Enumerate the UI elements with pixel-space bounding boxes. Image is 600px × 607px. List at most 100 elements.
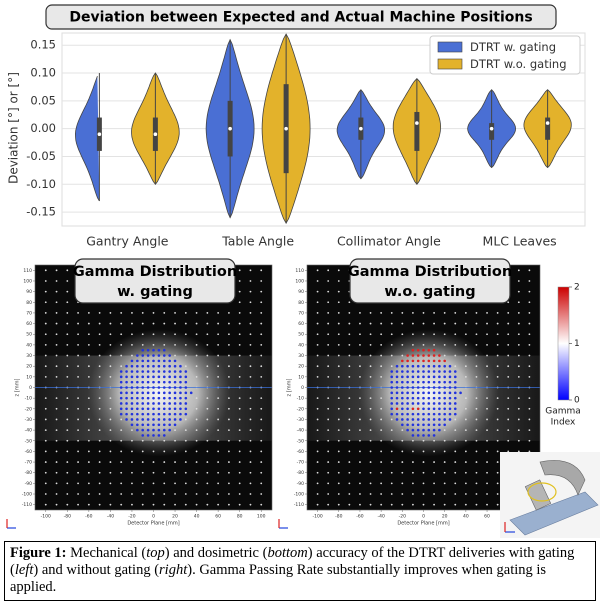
grid-dot: [249, 333, 252, 336]
grid-dot: [475, 461, 478, 463]
grid-dot: [422, 312, 425, 314]
grid-dot: [337, 482, 340, 485]
grid-dot: [98, 312, 101, 314]
grid-dot: [238, 269, 241, 272]
gamma-point: [119, 412, 123, 416]
grid-dot: [174, 493, 176, 495]
gamma-point: [411, 386, 415, 389]
grid-dot: [348, 312, 351, 314]
grid-dot: [327, 333, 330, 336]
gamma-point: [448, 370, 452, 373]
grid-dot: [475, 493, 478, 495]
grid-dot: [401, 312, 404, 314]
gamma-point: [162, 348, 166, 352]
grid-dot: [238, 301, 241, 304]
grid-dot: [327, 365, 330, 368]
grid-dot: [66, 280, 69, 282]
gamma-point: [157, 412, 161, 416]
y-tick-label: 0.15: [30, 38, 56, 52]
gamma-point: [459, 391, 462, 395]
grid-dot: [348, 354, 351, 357]
x-tick-label: 0: [422, 514, 425, 520]
grid-dot: [359, 322, 361, 325]
grid-dot: [206, 439, 209, 442]
grid-dot: [507, 365, 510, 368]
grid-dot: [517, 429, 520, 432]
gamma-point: [401, 364, 404, 368]
grid-dot: [454, 322, 457, 325]
grid-dot: [217, 503, 220, 506]
gamma-point: [119, 375, 123, 379]
grid-dot: [517, 418, 520, 421]
gamma-point: [390, 370, 394, 373]
gamma-point: [168, 428, 171, 432]
grid-dot: [496, 343, 499, 346]
gamma-point: [125, 380, 128, 384]
grid-dot: [55, 322, 58, 325]
grid-dot: [238, 397, 241, 400]
gamma-point: [390, 386, 394, 389]
gamma-point: [146, 386, 150, 389]
grid-dot: [464, 482, 467, 485]
grid-dot: [260, 407, 263, 410]
x-tick-label: -80: [64, 514, 71, 520]
grid-dot: [184, 493, 187, 495]
grid-dot: [260, 365, 263, 368]
grid-dot: [163, 343, 166, 346]
grid-dot: [174, 354, 176, 357]
gamma-point: [427, 375, 431, 379]
gamma-point: [427, 354, 431, 357]
gamma-point: [438, 375, 441, 379]
grid-dot: [454, 354, 457, 357]
grid-dot: [141, 439, 144, 442]
gamma-point: [395, 412, 399, 416]
grid-dot: [464, 365, 467, 368]
grid-dot: [486, 418, 488, 421]
grid-dot: [228, 450, 230, 453]
gamma-point: [130, 423, 134, 427]
grid-dot: [174, 343, 176, 346]
grid-dot: [369, 354, 372, 357]
grid-dot: [87, 397, 90, 400]
grid-dot: [249, 493, 252, 495]
gamma-point: [395, 418, 399, 421]
grid-dot: [228, 429, 230, 432]
x-tick-label: 60: [215, 514, 221, 520]
gamma-point: [401, 380, 404, 384]
gamma-point: [427, 423, 431, 427]
gamma-point: [453, 396, 457, 400]
violin: [74, 76, 100, 202]
quartile-box: [414, 111, 420, 151]
gamma-point: [422, 354, 425, 357]
grid-dot: [348, 429, 351, 432]
grid-dot: [120, 450, 123, 453]
gamma-point: [443, 375, 446, 379]
gamma-point: [157, 364, 161, 368]
x-tick-label: -40: [107, 514, 114, 520]
grid-dot: [327, 429, 330, 432]
y-tick-label: -70: [25, 460, 32, 466]
grid-dot: [249, 397, 252, 400]
grid-dot: [260, 450, 263, 453]
grid-dot: [517, 439, 520, 442]
head: [524, 479, 552, 511]
gamma-point: [157, 434, 161, 437]
grid-dot: [443, 429, 446, 432]
gamma-point: [448, 412, 452, 416]
grid-dot: [496, 450, 499, 453]
grid-dot: [359, 354, 361, 357]
grid-dot: [464, 503, 467, 506]
grid-dot: [390, 322, 393, 325]
grid-dot: [369, 471, 372, 474]
grid-dot: [66, 407, 69, 410]
grid-dot: [316, 503, 319, 506]
y-tick-label: -0.05: [26, 149, 56, 163]
grid-dot: [401, 322, 404, 325]
gamma-point: [422, 348, 425, 352]
gamma-point: [130, 402, 134, 405]
gamma-point: [401, 386, 404, 389]
gamma-point: [411, 423, 415, 427]
grid-dot: [44, 418, 47, 421]
gamma-point: [146, 370, 150, 373]
gamma-point: [146, 423, 150, 427]
